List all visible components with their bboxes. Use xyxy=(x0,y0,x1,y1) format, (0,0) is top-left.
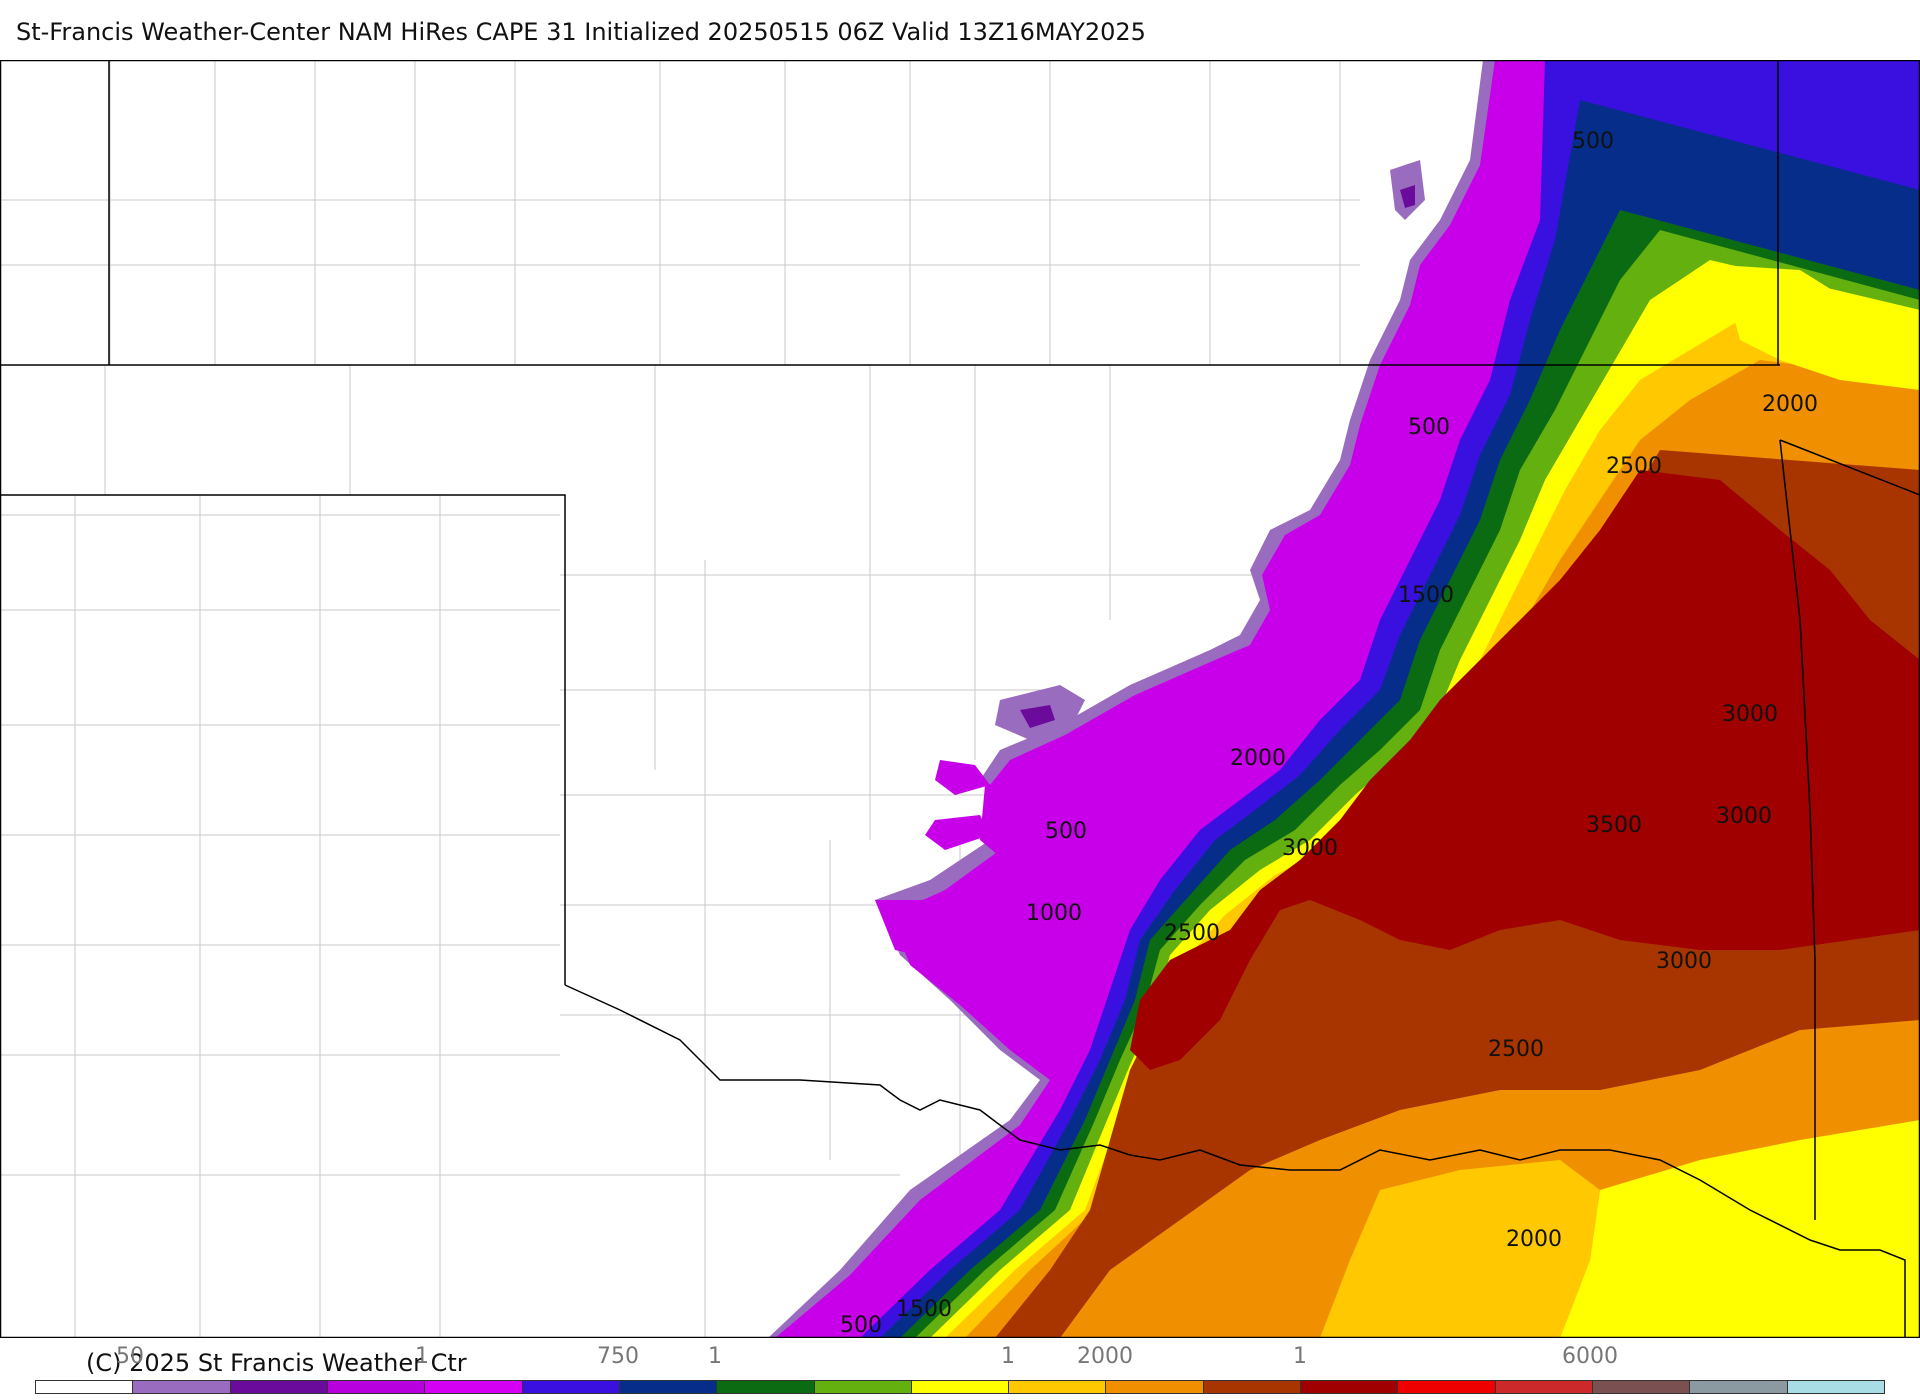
colorbar-swatch xyxy=(911,1381,1010,1393)
state-boundaries xyxy=(0,60,1920,1338)
colorbar-swatch xyxy=(814,1381,912,1393)
colorbar-swatch xyxy=(1203,1381,1302,1393)
contour-label: 2000 xyxy=(1506,1227,1562,1252)
contour-label: 500 xyxy=(1572,129,1614,154)
colorbar-swatch xyxy=(133,1381,231,1393)
cape-band-yellow-ne xyxy=(1720,265,1920,390)
colorbar-swatch xyxy=(1593,1381,1691,1393)
cape-band-darkred xyxy=(1130,470,1920,1070)
colorbar-swatch xyxy=(425,1381,523,1393)
contour-label: 500 xyxy=(1045,819,1087,844)
colorbar-swatch xyxy=(522,1381,620,1393)
map-title: St-Francis Weather-Center NAM HiRes CAPE… xyxy=(16,18,1146,46)
colorbar-tick-label: 50 xyxy=(116,1344,144,1369)
colorbar-swatch xyxy=(1301,1381,1399,1393)
contour-label: 2500 xyxy=(1164,921,1220,946)
colorbar-tick-label: 1 xyxy=(1293,1344,1307,1369)
colorbar-swatch xyxy=(1009,1381,1107,1393)
contour-label: 1500 xyxy=(896,1297,952,1322)
contour-label: 1000 xyxy=(1026,901,1082,926)
contour-label: 3000 xyxy=(1282,836,1338,861)
colorbar-tick-label: 6000 xyxy=(1562,1344,1618,1369)
colorbar-tick-label: 1 xyxy=(415,1344,429,1369)
copyright-credit: (C) 2025 St Francis Weather Ctr xyxy=(86,1349,467,1377)
colorbar-swatch xyxy=(1787,1381,1884,1393)
contour-label: 2500 xyxy=(1606,454,1662,479)
colorbar-swatch xyxy=(230,1381,328,1393)
colorbar-swatch xyxy=(1690,1381,1788,1393)
contour-label: 2000 xyxy=(1230,746,1286,771)
cape-band-yellow-south xyxy=(1560,1120,1920,1338)
county-lines xyxy=(0,60,1360,1338)
colorbar-swatch xyxy=(36,1381,134,1393)
contour-labels: 500 500 1500 2000 500 1000 2500 3000 250… xyxy=(840,129,1818,1338)
cape-fill xyxy=(768,60,1920,1338)
colorbar-tick-label: 1 xyxy=(708,1344,722,1369)
colorbar-swatch xyxy=(717,1381,815,1393)
contour-label: 1500 xyxy=(1398,583,1454,608)
cape-blobs xyxy=(875,160,1425,960)
colorbar-tick-label: 2000 xyxy=(1077,1344,1133,1369)
colorbar-tick-label: 1 xyxy=(1001,1344,1015,1369)
contour-label: 3000 xyxy=(1716,804,1772,829)
contour-label: 500 xyxy=(840,1313,882,1338)
contour-label: 3000 xyxy=(1656,949,1712,974)
contour-label: 3500 xyxy=(1586,813,1642,838)
contour-label: 500 xyxy=(1408,415,1450,440)
cape-band-gold-south xyxy=(1320,1160,1600,1338)
contour-label: 3000 xyxy=(1722,702,1778,727)
color-scale-bar xyxy=(35,1380,1885,1394)
colorbar-swatch xyxy=(1495,1381,1593,1393)
colorbar-swatch xyxy=(327,1381,426,1393)
contour-label: 2000 xyxy=(1762,392,1818,417)
colorbar-swatch xyxy=(619,1381,718,1393)
cape-map[interactable]: 500 500 1500 2000 500 1000 2500 3000 250… xyxy=(0,60,1920,1338)
colorbar-swatch xyxy=(1106,1381,1204,1393)
contour-label: 2500 xyxy=(1488,1037,1544,1062)
colorbar-tick-label: 750 xyxy=(597,1344,639,1369)
colorbar-swatch xyxy=(1398,1381,1496,1393)
